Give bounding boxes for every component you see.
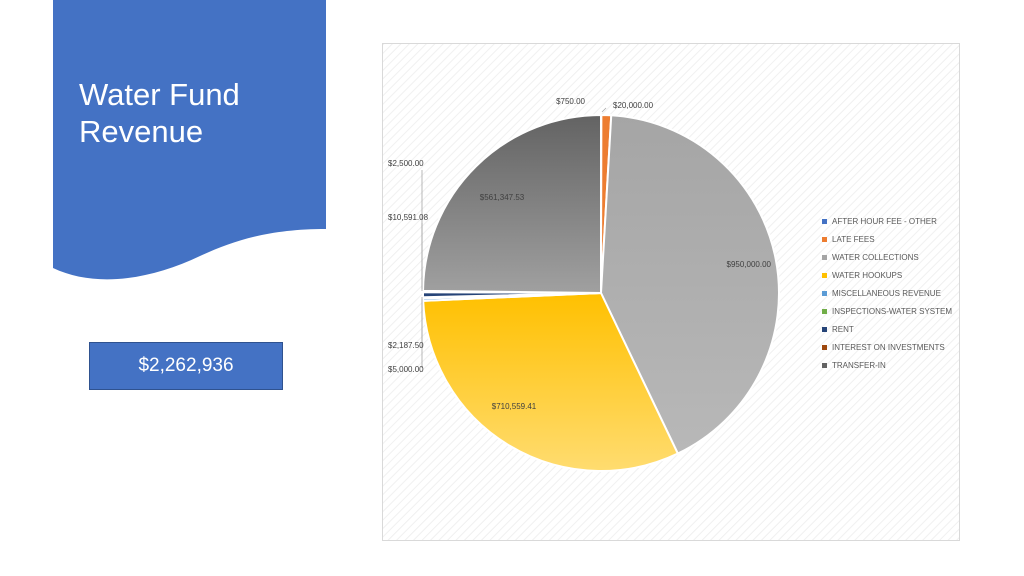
- legend-swatch: [822, 290, 827, 296]
- legend-item-miscellaneous-revenue: MISCELLANEOUS REVENUE: [822, 284, 952, 302]
- data-label-water-collections: $950,000.00: [727, 260, 772, 269]
- legend-item-water-collections: WATER COLLECTIONS: [822, 248, 952, 266]
- legend-item-inspections-water-system: INSPECTIONS-WATER SYSTEM: [822, 302, 952, 320]
- legend-label: LATE FEES: [832, 234, 875, 244]
- legend-label: WATER COLLECTIONS: [832, 252, 919, 262]
- chart-legend: AFTER HOUR FEE - OTHER LATE FEES WATER COL…: [822, 212, 952, 374]
- data-label-inspections-water-system: $2,187.50: [388, 341, 424, 350]
- data-label-transfer-in: $561,347.53: [480, 193, 525, 202]
- legend-swatch: [822, 344, 827, 350]
- legend-swatch: [822, 236, 827, 242]
- legend-swatch: [822, 326, 827, 332]
- legend-item-water-hookups: WATER HOOKUPS: [822, 266, 952, 284]
- pie-slice-water-collections: [599, 114, 780, 455]
- legend-swatch: [822, 218, 827, 224]
- total-revenue-box: $2,262,936: [89, 342, 283, 390]
- legend-label: INSPECTIONS-WATER SYSTEM: [832, 306, 953, 316]
- legend-item-late-fees: LATE FEES: [822, 230, 952, 248]
- legend-label: WATER HOOKUPS: [832, 270, 903, 280]
- legend-label: INTEREST ON INVESTMENTS: [832, 342, 945, 352]
- pie-chart: $750.00 $20,000.00 $950,000.00 $710,559.41 $…: [388, 97, 780, 472]
- leader-line-late-fees: [601, 107, 607, 113]
- legend-label: RENT: [832, 324, 854, 334]
- slide-title: Water Fund Revenue: [79, 77, 240, 149]
- data-label-after-hour-fee-other: $750.00: [556, 97, 585, 106]
- pie-slice-transfer-in: [421, 113, 602, 295]
- data-label-water-hookups: $710,559.41: [492, 402, 537, 411]
- legend-item-transfer-in: TRANSFER-IN: [822, 356, 952, 374]
- total-revenue-value: $2,262,936: [138, 355, 234, 376]
- title-banner-shape: [53, 0, 326, 280]
- legend-item-rent: RENT: [822, 320, 952, 338]
- data-label-miscellaneous-revenue: $5,000.00: [388, 365, 424, 374]
- legend-label: TRANSFER-IN: [832, 360, 886, 370]
- pie-slice-water-hookups: [422, 291, 680, 472]
- data-label-late-fees: $20,000.00: [613, 101, 654, 110]
- legend-swatch: [822, 308, 827, 314]
- legend-item-interest-on-investments: INTEREST ON INVESTMENTS: [822, 338, 952, 356]
- legend-swatch: [822, 272, 827, 278]
- legend-label: AFTER HOUR FEE - OTHER: [832, 216, 937, 226]
- data-label-rent: $10,591.08: [388, 213, 429, 222]
- legend-item-after-hour-fee-other: AFTER HOUR FEE - OTHER: [822, 212, 952, 230]
- legend-swatch: [822, 362, 827, 368]
- data-label-interest-on-investments: $2,500.00: [388, 159, 424, 168]
- legend-swatch: [822, 254, 827, 260]
- legend-label: MISCELLANEOUS REVENUE: [832, 288, 941, 298]
